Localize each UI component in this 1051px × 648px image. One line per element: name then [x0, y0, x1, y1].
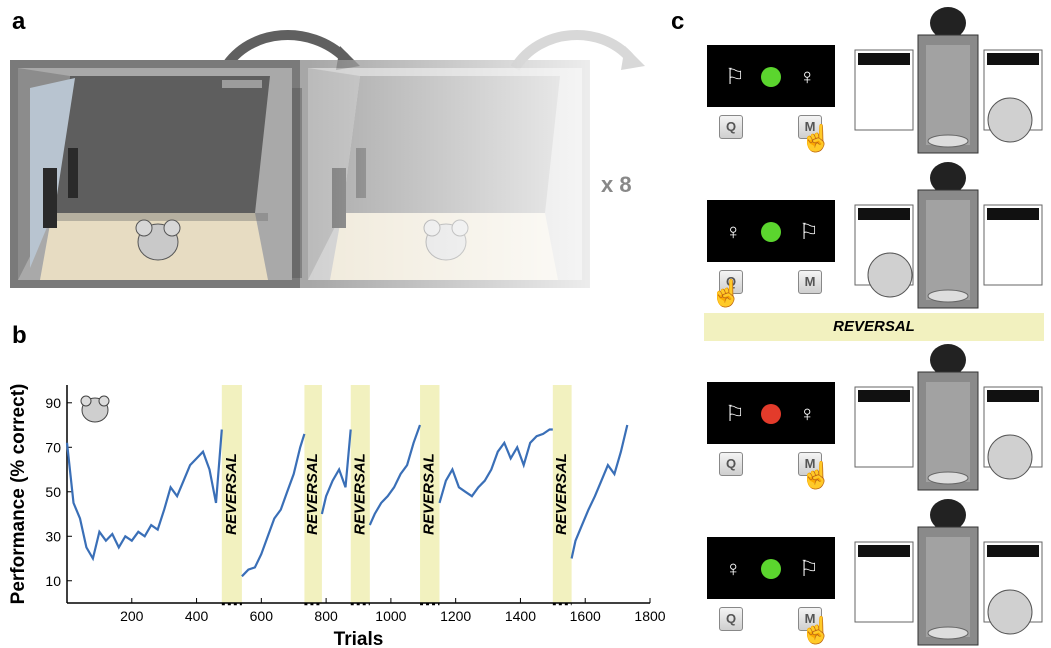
key-q[interactable]: Q: [719, 452, 743, 476]
y-tick-label: 90: [45, 395, 61, 411]
key-m[interactable]: M: [798, 607, 822, 631]
x-axis-label: Trials: [334, 629, 384, 648]
performance-line-3: [320, 429, 352, 515]
stimulus-symbol-right: ⚐: [799, 219, 819, 244]
x-tick-label: 1200: [440, 608, 471, 624]
pointing-hand-icon: ☝: [800, 460, 833, 490]
mouse-ear-icon: [98, 395, 110, 407]
pointing-hand-icon: ☝: [800, 123, 833, 153]
x-tick-label: 400: [185, 608, 209, 624]
reversal-label-3: REVERSAL: [351, 453, 368, 535]
chamber-illustration: [854, 162, 1043, 309]
x-tick-label: 200: [120, 608, 144, 624]
sad-face-icon: [761, 404, 781, 424]
touchscreen-4: ♀ ⚐: [707, 537, 835, 599]
pointing-hand-icon: ☝: [800, 615, 833, 645]
screen-content: ⚐ ♀: [725, 64, 816, 89]
screen-content: ♀ ⚐: [725, 556, 819, 581]
key-m[interactable]: M: [798, 452, 822, 476]
stimulus-symbol-right: ♀: [799, 64, 816, 89]
x-tick-label: 1600: [570, 608, 601, 624]
arena-illustration: [10, 30, 645, 290]
chamber-illustration: [854, 7, 1043, 154]
performance-line-4: [368, 424, 422, 526]
reversal-band-1: [221, 385, 242, 603]
stimulus-symbol-left: ⚐: [725, 64, 745, 89]
stimulus-symbol-left: ⚐: [725, 401, 745, 426]
reversal-label-5: REVERSAL: [553, 453, 570, 535]
stimulus-symbol-left: ♀: [725, 556, 742, 581]
happy-face-icon: [761, 67, 781, 87]
repeat-arrow-icon: [220, 30, 349, 71]
x-tick-label: 1400: [505, 608, 536, 624]
reversal-band-2: [304, 385, 322, 603]
reversal-label-4: REVERSAL: [421, 453, 438, 535]
mouse-ear-icon: [80, 395, 92, 407]
x-tick-label: 800: [314, 608, 338, 624]
performance-line-5: [438, 428, 553, 504]
key-m[interactable]: M: [798, 115, 822, 139]
performance-line-2: [241, 433, 306, 578]
light-bulb-icon: [930, 344, 966, 376]
key-q[interactable]: Q: [719, 607, 743, 631]
chamber-illustration: [854, 499, 1043, 646]
y-tick-label: 30: [45, 528, 61, 544]
touchscreen-2: ♀ ⚐: [707, 200, 835, 262]
repeat-count: x 8: [601, 172, 632, 197]
stimulus-symbol-right: ♀: [799, 401, 816, 426]
panel-label-c: c: [671, 8, 685, 35]
happy-face-icon: [761, 222, 781, 242]
reversal-band-5: [552, 385, 572, 603]
light-bulb-icon: [930, 7, 966, 39]
x-tick-label: 1800: [634, 608, 665, 624]
performance-chart: REVERSAL REVERSAL REVERSAL REVERSAL REVERSAL…: [8, 384, 666, 648]
reversal-banner-label: REVERSAL: [833, 318, 915, 335]
reversal-label-1: REVERSAL: [223, 453, 240, 535]
touchscreen-1: ⚐ ♀: [707, 45, 835, 107]
mouse-icon: [987, 434, 1033, 480]
x-tick-label: 600: [250, 608, 274, 624]
pointing-hand-icon: ☝: [710, 278, 743, 308]
y-tick-label: 70: [45, 439, 61, 455]
x-tick-label: 1000: [375, 608, 406, 624]
mouse-icon: [987, 589, 1033, 635]
light-bulb-icon: [930, 162, 966, 194]
key-m[interactable]: M: [798, 270, 822, 294]
panel-label-b: b: [12, 322, 27, 349]
happy-face-icon: [761, 559, 781, 579]
mouse-icon: [987, 97, 1033, 143]
y-tick-label: 50: [45, 484, 61, 500]
light-bulb-icon: [930, 499, 966, 531]
repeat-arrow-faded-icon: [510, 30, 634, 71]
panel-label-a: a: [12, 8, 26, 35]
reversal-band-3: [350, 385, 370, 603]
stimulus-symbol-left: ♀: [725, 219, 742, 244]
performance-line-1: [65, 429, 223, 562]
key-q[interactable]: Q: [719, 270, 743, 294]
y-tick-label: 10: [45, 573, 61, 589]
stimulus-symbol-right: ⚐: [799, 556, 819, 581]
touchscreen-3: ⚐ ♀: [707, 382, 835, 444]
chamber-illustration: [854, 344, 1043, 491]
key-q[interactable]: Q: [719, 115, 743, 139]
reversal-banner: REVERSAL: [704, 313, 1044, 341]
screen-content: ♀ ⚐: [725, 219, 819, 244]
arena-1: [10, 60, 302, 288]
y-axis-label: Performance (% correct): [8, 384, 29, 605]
screen-content: ⚐ ♀: [725, 401, 816, 426]
reversal-band-4: [420, 385, 440, 603]
performance-line-6: [570, 424, 629, 559]
reversal-label-2: REVERSAL: [304, 453, 321, 535]
mouse-icon: [867, 252, 913, 298]
